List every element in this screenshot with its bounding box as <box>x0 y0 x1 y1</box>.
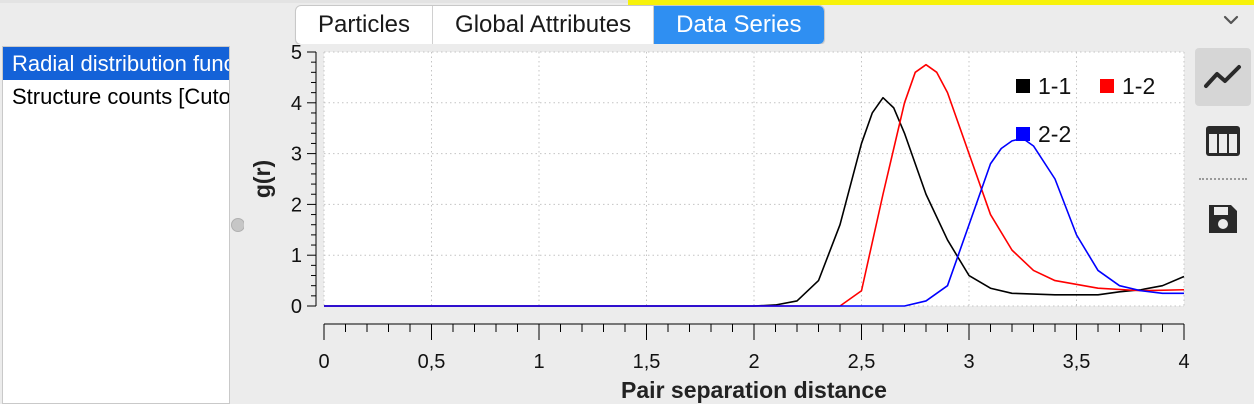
x-axis-title: Pair separation distance <box>621 377 887 403</box>
line-chart-button[interactable] <box>1195 48 1251 106</box>
x-tick-label: 2 <box>748 351 759 373</box>
legend-label-2-2: 2-2 <box>1038 121 1071 147</box>
tab-particles[interactable]: Particles <box>296 6 434 44</box>
chevron-down-icon[interactable] <box>1221 10 1241 30</box>
table-icon <box>1206 126 1240 156</box>
legend-label-1-1: 1-1 <box>1038 73 1071 99</box>
line-chart-icon <box>1204 65 1241 88</box>
plot-area: 0 1 2 3 4 5 0 0,5 1 1,5 2 2,5 3 3,5 4 Pair separation d… <box>244 44 1190 404</box>
y-tick-label: 3 <box>291 144 302 166</box>
y-axis-title: g(r) <box>249 160 275 198</box>
x-tick-label: 3 <box>963 351 974 373</box>
plot-toolbar <box>1193 46 1254 404</box>
legend-label-1-2: 1-2 <box>1122 73 1155 99</box>
save-button[interactable] <box>1195 190 1251 248</box>
list-item[interactable]: Radial distribution function <box>3 47 229 80</box>
legend-swatch-1-2 <box>1100 79 1114 93</box>
x-tick-label: 0 <box>318 351 329 373</box>
legend-swatch-2-2 <box>1016 127 1030 141</box>
tab-bar: Particles Global Attributes Data Series <box>295 5 825 45</box>
legend-swatch-1-1 <box>1016 79 1030 93</box>
tab-data-series[interactable]: Data Series <box>654 6 824 44</box>
table-view-button[interactable] <box>1195 112 1251 170</box>
rdf-chart: 0 1 2 3 4 5 0 0,5 1 1,5 2 2,5 3 3,5 4 Pair separation d… <box>249 44 1190 403</box>
x-tick-label: 1,5 <box>633 351 661 373</box>
y-tick-label: 5 <box>291 44 302 64</box>
x-tick-label: 4 <box>1178 351 1189 373</box>
series-line-1-1 <box>324 96 1185 307</box>
x-tick-label: 1 <box>533 351 544 373</box>
x-tick-label: 2,5 <box>848 351 876 373</box>
window-top-strip <box>0 0 1254 3</box>
y-tick-label: 0 <box>291 296 302 318</box>
toolbar-separator <box>1199 178 1247 180</box>
x-tick-label: 3,5 <box>1063 351 1091 373</box>
y-tick-label: 4 <box>291 93 302 115</box>
x-tick-label: 0,5 <box>418 351 446 373</box>
tab-global-attributes[interactable]: Global Attributes <box>433 6 655 44</box>
splitter-handle[interactable] <box>231 218 245 232</box>
save-icon <box>1209 205 1237 233</box>
y-tick-label: 2 <box>291 194 302 216</box>
data-series-list: Radial distribution function Structure c… <box>2 46 230 404</box>
series-line-1-2 <box>324 63 1185 307</box>
highlight-strip <box>628 0 1254 5</box>
list-item[interactable]: Structure counts [Cutoff] <box>12 84 229 109</box>
y-tick-label: 1 <box>291 245 302 267</box>
